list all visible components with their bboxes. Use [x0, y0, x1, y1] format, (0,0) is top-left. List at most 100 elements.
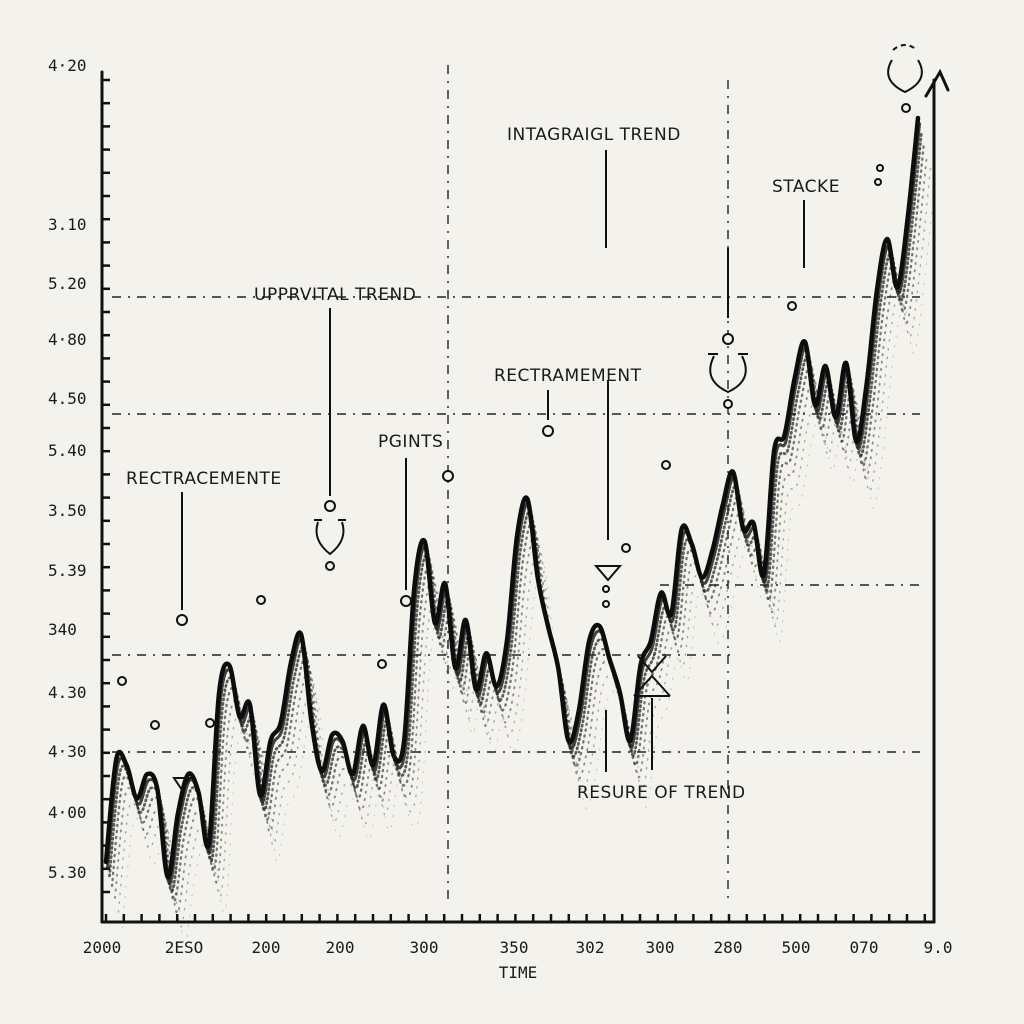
data-point — [484, 651, 488, 655]
data-point — [351, 772, 355, 776]
peak-marker — [542, 425, 554, 437]
data-point — [392, 754, 396, 758]
data-point — [587, 639, 591, 643]
arrow-up-icon — [924, 68, 950, 98]
y-tick-label: 3.10 — [48, 215, 87, 234]
data-point — [515, 533, 519, 537]
data-point — [125, 763, 129, 767]
data-point — [381, 703, 386, 707]
peak-marker — [661, 460, 671, 470]
price-series — [103, 115, 935, 944]
data-point — [525, 497, 530, 501]
series-shadow — [114, 153, 928, 914]
peak-marker — [176, 614, 188, 626]
annotation-label: RECTRACEMENTE — [126, 469, 282, 489]
peak-marker — [377, 659, 387, 669]
peak-marker — [325, 561, 335, 571]
y-tick-label: 4.50 — [48, 389, 87, 408]
data-point — [659, 591, 663, 595]
data-point — [155, 787, 159, 791]
down-triangle-icon — [172, 777, 192, 792]
data-point — [402, 739, 406, 743]
x-axis-ticks — [104, 914, 927, 922]
chevron-up-icon — [633, 674, 671, 697]
data-point — [289, 660, 293, 664]
data-point — [834, 415, 838, 419]
peak-marker — [874, 178, 882, 186]
peak-marker — [205, 718, 215, 728]
data-point — [104, 860, 108, 864]
peak-marker — [787, 301, 797, 311]
data-point — [464, 618, 468, 622]
data-point — [710, 548, 715, 553]
y-axis-ticks — [102, 78, 110, 894]
data-point — [248, 703, 252, 707]
y-tick-label: 4·30 — [48, 742, 87, 761]
data-point — [566, 739, 571, 743]
x-tick-label: 500 — [782, 938, 811, 957]
data-point — [176, 811, 180, 816]
data-point — [217, 690, 221, 695]
data-point — [916, 116, 920, 120]
data-point — [577, 709, 581, 713]
bracket-marker — [709, 355, 747, 394]
x-tick-label: 2ESO — [165, 938, 204, 957]
x-tick-label: 302 — [576, 938, 605, 957]
data-point — [906, 216, 910, 220]
data-point — [145, 772, 149, 776]
data-point — [474, 687, 478, 692]
data-point — [196, 790, 201, 794]
data-point — [443, 582, 447, 586]
y-tick-label: 340 — [48, 620, 77, 639]
data-point — [433, 621, 437, 625]
down-triangle-icon — [593, 565, 623, 582]
data-point — [207, 842, 211, 846]
data-point — [536, 576, 540, 580]
axes — [100, 68, 950, 924]
data-point — [700, 576, 704, 580]
target-marker — [887, 59, 923, 94]
data-point — [762, 573, 766, 577]
data-point — [114, 757, 118, 761]
x-axis-title: TIME — [499, 963, 538, 982]
annotation-label: INTAGRAIGL TREND — [507, 125, 681, 145]
data-point — [238, 715, 242, 719]
series-shadow — [110, 140, 926, 903]
data-point — [597, 624, 602, 628]
data-point — [669, 612, 673, 616]
data-point — [227, 663, 231, 667]
series-shadow — [108, 130, 923, 893]
y-tick-label: 4·80 — [48, 330, 87, 349]
y-tick-label: 5.20 — [48, 274, 87, 293]
data-point — [680, 527, 684, 531]
data-point — [813, 403, 817, 407]
data-point — [258, 793, 262, 798]
data-point — [340, 739, 344, 743]
data-point — [423, 539, 427, 543]
peak-marker — [150, 720, 160, 730]
dashed-guide-lines — [112, 65, 920, 905]
data-point — [895, 285, 900, 289]
data-point — [546, 624, 550, 628]
annotation-label: RECTRAMEMENT — [494, 366, 642, 386]
x-tick-label: 350 — [500, 938, 529, 957]
data-point — [628, 739, 632, 743]
data-point — [166, 875, 170, 879]
target-marker — [892, 44, 918, 51]
x-tick-label: 280 — [714, 938, 743, 957]
x-tick-label: 9.0 — [924, 938, 953, 957]
data-point — [412, 585, 416, 589]
annotation-label: RESURE OF TREND — [577, 783, 746, 803]
annotation-label: UPPRVITAL TREND — [254, 285, 416, 305]
series-shadow — [105, 122, 922, 885]
data-point — [495, 684, 499, 689]
data-point — [361, 724, 365, 728]
data-point — [803, 340, 807, 344]
peak-marker — [442, 470, 454, 482]
data-point — [608, 657, 612, 661]
data-point — [721, 503, 725, 507]
data-point — [556, 666, 560, 671]
y-tick-label: 4·20 — [48, 56, 87, 75]
y-tick-label: 3.50 — [48, 501, 87, 520]
